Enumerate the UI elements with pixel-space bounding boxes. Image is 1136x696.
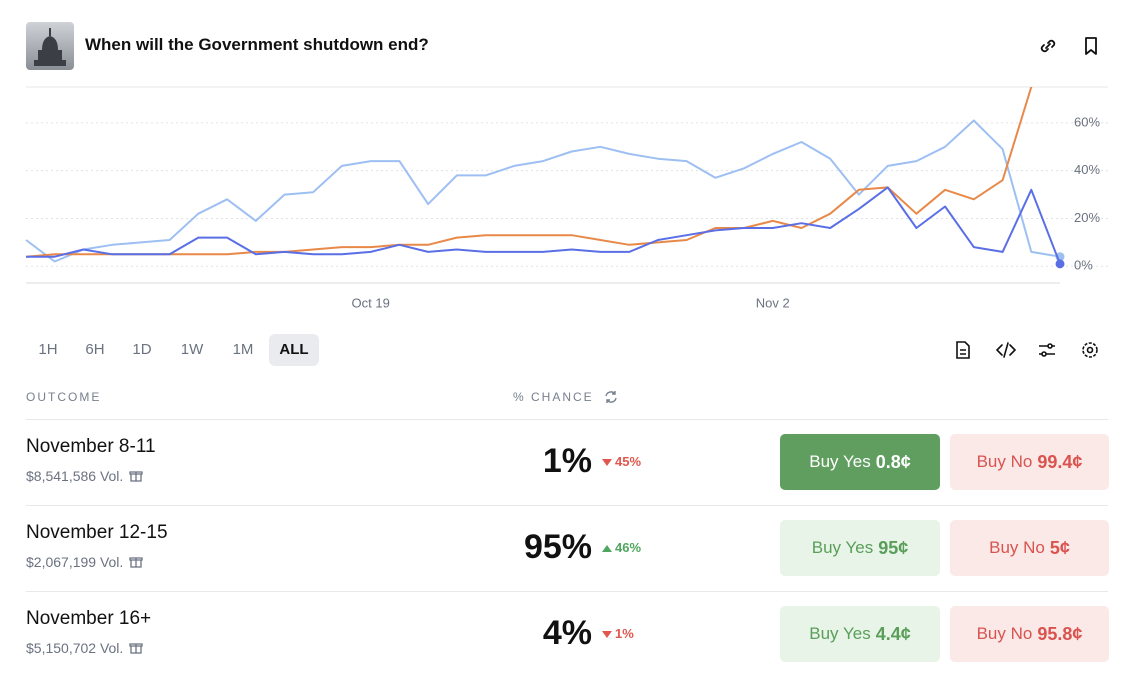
row-separator: [26, 591, 1108, 592]
volume-wrap: $2,067,199 Vol.: [26, 554, 143, 570]
gift-icon: [123, 468, 143, 484]
change-arrow: [602, 540, 615, 555]
change: 46%: [615, 540, 642, 555]
gift-icon: [123, 640, 143, 656]
yes-price: 95¢: [878, 537, 909, 558]
row-separator: [26, 505, 1108, 506]
buy-no-button[interactable]: Buy No 99.4¢: [950, 434, 1109, 490]
series-line: [25, 87, 1033, 258]
series-line: [25, 119, 1061, 263]
change: 45%: [615, 454, 642, 469]
time-range-button[interactable]: 1W: [180, 341, 204, 358]
last-point: [1055, 259, 1065, 269]
time-range-button[interactable]: 1M: [232, 341, 254, 358]
buy-yes-button[interactable]: Buy Yes 4.4¢: [780, 606, 940, 662]
time-range-button[interactable]: 1D: [132, 341, 152, 358]
settings-icon[interactable]: [1082, 342, 1098, 358]
x-tick-label: Nov 2: [756, 295, 790, 310]
time-range-button[interactable]: 6H: [85, 341, 105, 358]
y-tick-label: 20%: [1074, 210, 1100, 225]
embed-icon[interactable]: [995, 342, 1017, 358]
column-header: % CHANCE: [513, 390, 594, 404]
document-icon[interactable]: [956, 341, 970, 359]
yes-price: 0.8¢: [875, 451, 911, 472]
price-chart: 0% 20% 40% 60% Oct 19 Nov 2: [25, 35, 1108, 310]
chance: 95%: [523, 528, 592, 566]
change: 1%: [615, 626, 634, 641]
buy-yes-button[interactable]: Buy Yes 95¢: [780, 520, 940, 576]
gift-icon: [123, 554, 143, 570]
row-separator: [26, 419, 1108, 420]
change-wrap: 46%: [602, 540, 641, 555]
outcome-name: November 16+: [26, 608, 152, 629]
buy-no-label: Buy No: [989, 538, 1045, 557]
buy-no-label: Buy No: [976, 452, 1033, 471]
y-tick-label: 0%: [1074, 258, 1093, 273]
series-line: [26, 186, 1061, 265]
filter-icon[interactable]: [1039, 343, 1055, 357]
no-price: 99.4¢: [1037, 451, 1083, 472]
buy-yes-label: Buy Yes: [809, 452, 871, 471]
change-wrap: 45%: [602, 454, 641, 469]
market-image: [26, 22, 74, 70]
buy-no-label: Buy No: [976, 624, 1033, 643]
buy-no-button[interactable]: Buy No 5¢: [950, 520, 1109, 576]
outcome-name: November 12-15: [26, 522, 168, 543]
column-header: OUTCOME: [26, 390, 102, 404]
buy-yes-label: Buy Yes: [811, 538, 874, 557]
time-range-button[interactable]: ALL: [269, 334, 319, 366]
bookmark-icon[interactable]: [1081, 36, 1101, 56]
link-icon[interactable]: [1038, 36, 1058, 56]
volume: $2,067,199 Vol.: [26, 554, 124, 570]
change-arrow: [602, 454, 615, 469]
no-price: 5¢: [1049, 537, 1070, 558]
change-wrap: 1%: [602, 626, 634, 641]
no-price: 95.8¢: [1037, 623, 1083, 644]
buy-yes-button[interactable]: Buy Yes 0.8¢: [780, 434, 940, 490]
volume-wrap: $5,150,702 Vol.: [26, 640, 143, 656]
y-tick-label: 40%: [1074, 162, 1100, 177]
refresh-icon[interactable]: [604, 390, 618, 404]
yes-price: 4.4¢: [875, 623, 911, 644]
chart-tools: [956, 341, 1098, 359]
buy-yes-label: Buy Yes: [809, 624, 871, 643]
chance: 1%: [542, 442, 592, 480]
time-range-button[interactable]: 1H: [38, 341, 58, 358]
chance: 4%: [542, 614, 592, 652]
market-title: When will the Government shutdown end?: [85, 35, 429, 54]
volume: $5,150,702 Vol.: [26, 640, 124, 656]
change-arrow: [602, 626, 615, 641]
volume-wrap: $8,541,586 Vol.: [26, 468, 143, 484]
x-tick-label: Oct 19: [352, 295, 390, 310]
volume: $8,541,586 Vol.: [26, 468, 124, 484]
last-point: [1056, 35, 1065, 44]
buy-no-button[interactable]: Buy No 95.8¢: [950, 606, 1109, 662]
outcome-name: November 8-11: [26, 436, 156, 457]
capitol-icon: [34, 28, 66, 66]
y-tick-label: 60%: [1074, 114, 1100, 129]
